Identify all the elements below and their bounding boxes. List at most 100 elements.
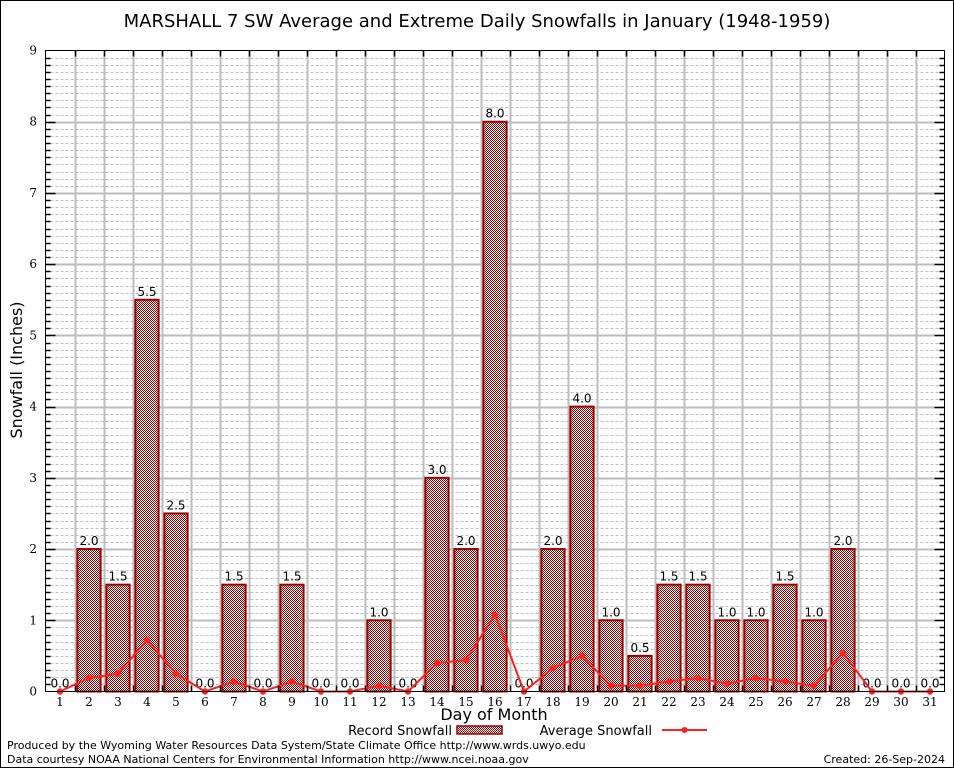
x-tick-label: 7 [230,695,238,709]
x-tick-label: 29 [864,695,879,709]
x-tick-label: 3 [114,695,122,709]
bar-day-12 [366,619,392,693]
x-tick-label: 20 [603,695,618,709]
bar-day-28 [830,548,856,693]
x-tick-label: 31 [922,695,937,709]
average-point-day-12 [375,682,383,690]
bar-day-20 [598,619,624,693]
average-point-day-25 [752,674,760,682]
x-tick-label: 10 [313,695,328,709]
data-label-day-1: 0.0 [50,677,69,691]
y-tick-label: 3 [29,471,37,485]
data-label-day-15: 2.0 [456,534,475,548]
chart-title: MARSHALL 7 SW Average and Extreme Daily … [124,11,831,32]
average-point-day-23 [694,674,702,682]
data-label-day-31: 0.0 [920,677,939,691]
bar-day-4 [134,298,160,693]
data-label-day-19: 4.0 [572,392,591,406]
x-tick-label: 24 [719,695,735,709]
data-label-day-10: 0.0 [311,677,330,691]
legend-average-label: Average Snowfall [540,724,652,739]
average-point-day-22 [665,678,673,685]
average-point-day-18 [549,664,557,672]
x-tick-label: 28 [835,695,850,709]
data-label-day-25: 1.0 [746,605,765,619]
average-point-day-2 [85,674,93,682]
x-tick-label: 22 [661,695,676,709]
x-tick-label: 5 [172,695,180,709]
average-point-day-9 [288,678,296,685]
y-axis-label: Snowfall (Inches) [7,301,26,438]
footer-produced-by: Produced by the Wyoming Water Resources … [7,739,586,752]
x-tick-label: 21 [632,695,647,709]
bar-day-2 [76,548,102,693]
data-label-day-16: 8.0 [485,107,504,121]
average-point-day-20 [607,682,615,690]
x-tick-label: 25 [748,695,763,709]
data-label-day-6: 0.0 [195,677,214,691]
legend-average-marker [681,727,688,733]
x-tick-label: 6 [201,695,209,709]
average-point-day-24 [723,680,731,687]
data-label-day-28: 2.0 [833,534,852,548]
x-tick-label: 14 [429,695,445,709]
average-point-day-15 [462,656,470,664]
data-label-day-8: 0.0 [253,677,272,691]
y-tick-label: 5 [29,328,37,342]
average-point-day-7 [230,678,238,685]
data-label-day-11: 0.0 [340,677,359,691]
data-label-day-26: 1.5 [775,570,794,584]
average-point-day-4 [143,637,151,644]
x-tick-label: 17 [516,695,531,709]
x-tick-label: 13 [400,695,415,709]
average-point-day-3 [114,670,122,677]
bar-day-27 [801,619,827,693]
bar-day-22 [656,583,682,693]
data-label-day-27: 1.0 [804,605,823,619]
y-tick-label: 9 [29,44,37,58]
data-label-day-5: 2.5 [166,498,185,512]
data-label-day-29: 0.0 [862,677,881,691]
x-tick-label: 19 [574,695,589,709]
x-tick-label: 15 [458,695,473,709]
data-label-day-3: 1.5 [108,570,127,584]
x-tick-label: 8 [259,695,267,709]
x-axis-label: Day of Month [440,705,547,724]
bar-day-19 [569,405,595,693]
x-tick-labels: 1 2 3 4 5 6 7 8 9 10 11 12 13 14 15 16 17 18 19 20 21 22 23 24 2… [56,695,937,709]
data-label-day-24: 1.0 [717,605,736,619]
x-tick-label: 27 [806,695,821,709]
bar-day-9 [279,583,305,693]
x-tick-label: 4 [143,695,151,709]
bar-day-16 [482,120,508,693]
x-tick-label: 26 [777,695,792,709]
data-label-day-12: 1.0 [369,605,388,619]
axes [45,50,945,692]
x-tick-label: 23 [690,695,705,709]
footer-created: Created: 26-Sep-2024 [824,753,945,766]
y-tick-label: 6 [29,257,37,271]
data-label-day-20: 1.0 [601,605,620,619]
data-labels: 0.0 2.0 1.5 5.5 2.5 0.0 1.5 0.0 1.5 0.0 0.0 1.0 0.0 3… [50,107,939,691]
legend-record-label: Record Snowfall [348,724,452,739]
average-point-day-28 [839,649,847,657]
data-label-day-9: 1.5 [282,570,301,584]
footer-data-courtesy: Data courtesy NOAA National Centers for … [7,753,529,766]
average-point-day-16 [491,611,499,618]
average-point-day-14 [433,659,441,667]
data-label-day-2: 2.0 [79,534,98,548]
y-tick-label: 4 [29,400,37,414]
y-tick-label: 8 [29,115,37,129]
y-tick-label: 0 [29,685,37,699]
legend-record-swatch [456,725,503,735]
average-point-day-27 [810,682,818,690]
x-tick-label: 11 [342,695,357,709]
y-tick-label: 7 [29,186,37,200]
y-tick-labels: 0 1 2 3 4 5 6 7 8 9 [29,44,37,699]
data-label-day-22: 1.5 [659,570,678,584]
average-point-day-19 [578,652,586,660]
x-tick-label: 9 [288,695,296,709]
x-tick-label: 1 [56,695,64,709]
x-tick-label: 30 [893,695,908,709]
